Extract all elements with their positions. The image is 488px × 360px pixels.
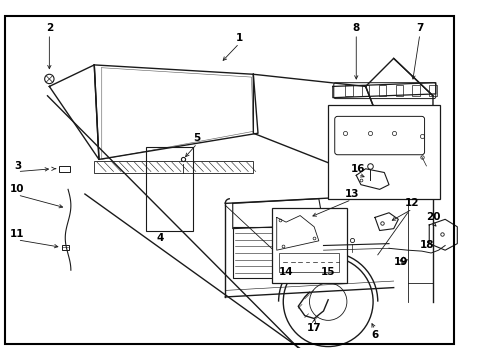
Bar — [59, 166, 70, 172]
Text: 7: 7 — [415, 23, 423, 33]
Text: 12: 12 — [405, 198, 419, 208]
Text: 18: 18 — [419, 240, 434, 251]
Text: 3: 3 — [14, 161, 21, 171]
Text: 2: 2 — [46, 23, 53, 33]
Bar — [94, 161, 253, 172]
Text: 1: 1 — [235, 33, 243, 43]
Bar — [271, 208, 346, 283]
Bar — [378, 85, 386, 96]
Text: 4: 4 — [156, 233, 163, 243]
Bar — [232, 227, 316, 278]
Text: 15: 15 — [320, 267, 335, 277]
Bar — [428, 85, 436, 96]
Bar — [345, 85, 352, 96]
Text: 5: 5 — [193, 133, 201, 143]
Text: 16: 16 — [350, 164, 365, 174]
Text: 6: 6 — [370, 330, 378, 340]
Text: 20: 20 — [425, 212, 439, 222]
Text: 17: 17 — [306, 323, 321, 333]
Text: 11: 11 — [10, 229, 25, 239]
Text: 8: 8 — [352, 23, 359, 33]
Bar — [61, 246, 69, 250]
Bar — [145, 147, 192, 231]
Text: 13: 13 — [344, 189, 358, 199]
Text: 10: 10 — [10, 184, 25, 194]
Bar — [278, 253, 339, 272]
Bar — [327, 105, 440, 199]
Bar — [361, 85, 368, 96]
Bar — [395, 85, 402, 96]
Text: 14: 14 — [278, 267, 293, 277]
Text: 19: 19 — [393, 257, 407, 267]
Bar — [411, 85, 419, 96]
